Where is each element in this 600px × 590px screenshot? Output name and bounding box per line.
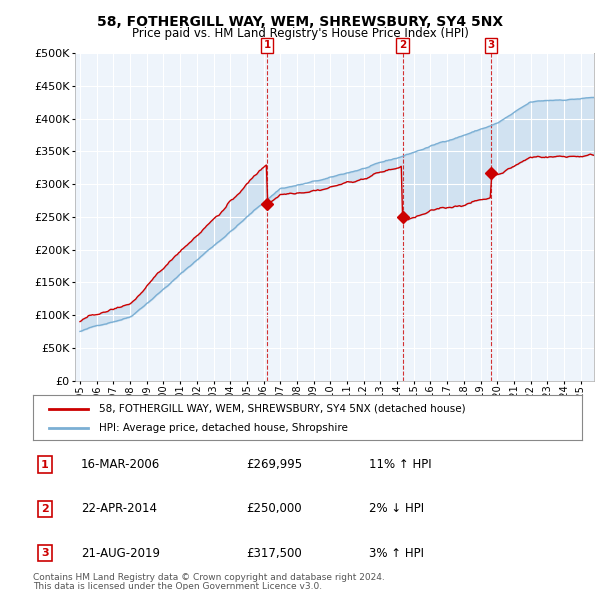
Text: 58, FOTHERGILL WAY, WEM, SHREWSBURY, SY4 5NX (detached house): 58, FOTHERGILL WAY, WEM, SHREWSBURY, SY4… (99, 404, 466, 414)
Text: 21-AUG-2019: 21-AUG-2019 (81, 546, 160, 560)
Text: 16-MAR-2006: 16-MAR-2006 (81, 458, 160, 471)
Text: 22-APR-2014: 22-APR-2014 (81, 502, 157, 516)
Text: 3% ↑ HPI: 3% ↑ HPI (369, 546, 424, 560)
Text: Contains HM Land Registry data © Crown copyright and database right 2024.: Contains HM Land Registry data © Crown c… (33, 573, 385, 582)
Text: £250,000: £250,000 (246, 502, 302, 516)
Text: Price paid vs. HM Land Registry's House Price Index (HPI): Price paid vs. HM Land Registry's House … (131, 27, 469, 40)
Text: 11% ↑ HPI: 11% ↑ HPI (369, 458, 431, 471)
Text: 2: 2 (41, 504, 49, 514)
Text: £317,500: £317,500 (246, 546, 302, 560)
Text: 3: 3 (488, 40, 495, 50)
Text: 2% ↓ HPI: 2% ↓ HPI (369, 502, 424, 516)
Text: HPI: Average price, detached house, Shropshire: HPI: Average price, detached house, Shro… (99, 424, 348, 434)
Text: 1: 1 (41, 460, 49, 470)
Text: 58, FOTHERGILL WAY, WEM, SHREWSBURY, SY4 5NX: 58, FOTHERGILL WAY, WEM, SHREWSBURY, SY4… (97, 15, 503, 29)
Text: This data is licensed under the Open Government Licence v3.0.: This data is licensed under the Open Gov… (33, 582, 322, 590)
Text: 2: 2 (399, 40, 406, 50)
Text: 3: 3 (41, 548, 49, 558)
Text: £269,995: £269,995 (246, 458, 302, 471)
Text: 1: 1 (263, 40, 271, 50)
